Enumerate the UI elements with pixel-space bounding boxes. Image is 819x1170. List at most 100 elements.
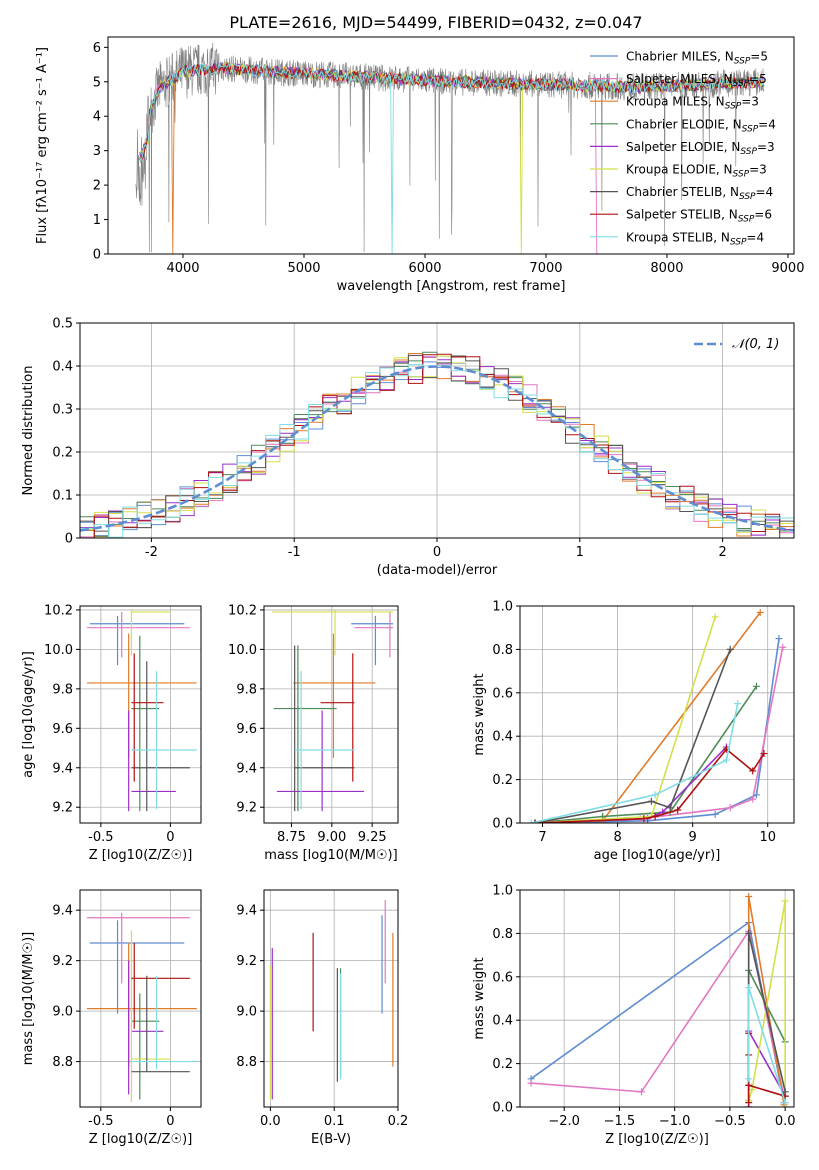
x-tick-label: 9.25 xyxy=(358,830,387,845)
legend-entry: Kroupa MILES, NSSP=3 xyxy=(626,95,759,112)
series-marker xyxy=(726,645,734,653)
series-marker xyxy=(745,1099,753,1107)
y-tick-label: 8.8 xyxy=(52,1055,73,1070)
y-tick-label: 2 xyxy=(93,179,101,194)
series-marker xyxy=(749,795,757,803)
errorbars xyxy=(86,609,197,812)
errorbars xyxy=(272,609,394,812)
y-tick-label: 0.2 xyxy=(52,446,73,461)
legend-entry: Chabrier STELIB, NSSP=4 xyxy=(626,185,773,202)
x-tick-label: 7000 xyxy=(529,261,562,276)
y-axis-label: mass weight xyxy=(472,673,487,755)
axes-frame xyxy=(519,605,795,824)
x-tick-label: 0.0 xyxy=(260,1114,281,1129)
series-marker xyxy=(745,984,753,992)
x-tick-label: 9.00 xyxy=(317,830,346,845)
x-tick-label: 0 xyxy=(166,1114,174,1129)
y-tick-label: 9.2 xyxy=(52,954,73,969)
y-tick-label: 1 xyxy=(93,213,101,228)
y-tick-label: 9.2 xyxy=(236,801,257,816)
series-line xyxy=(530,921,785,1103)
series-marker xyxy=(527,1079,535,1087)
x-tick-label: −0.5 xyxy=(714,1114,746,1129)
y-axis-label: age [log10(age/yr)] xyxy=(21,651,36,778)
series-line xyxy=(531,703,739,823)
x-tick-label: 0.1 xyxy=(324,1114,345,1129)
x-axis-label: (data-model)/error xyxy=(377,563,498,578)
axes-frame xyxy=(519,889,795,1108)
y-tick-label: 0 xyxy=(65,532,73,547)
y-tick-label: 0 xyxy=(93,248,101,263)
y-tick-label: 9.8 xyxy=(236,682,257,697)
x-axis-label: Z [log10(Z/Z☉)] xyxy=(89,848,193,863)
series-marker xyxy=(651,812,659,820)
x-tick-label: 0 xyxy=(166,830,174,845)
series-line xyxy=(534,612,761,823)
series-marker xyxy=(745,1075,753,1083)
x-axis-label: age [log10(age/yr)] xyxy=(594,848,721,863)
series-lines xyxy=(527,893,789,1107)
series-marker xyxy=(745,1081,753,1089)
axes-frame xyxy=(107,36,795,255)
legend-entry: Kroupa STELIB, NSSP=4 xyxy=(626,230,764,247)
legend-entry: Salpeter STELIB, NSSP=6 xyxy=(626,208,772,225)
y-axis-label: Flux [fλ10⁻¹⁷ erg cm⁻² s⁻¹ A⁻¹] xyxy=(35,47,50,244)
series-marker xyxy=(711,613,719,621)
y-tick-label: 5 xyxy=(93,75,101,90)
x-axis-label: wavelength [Angstrom, rest frame] xyxy=(337,279,566,294)
x-axis-label: mass [log10(M/M☉)] xyxy=(264,848,397,863)
x-tick-label: -0.5 xyxy=(88,830,113,845)
y-tick-label: 0.3 xyxy=(52,403,73,418)
y-tick-label: 9.0 xyxy=(236,1005,257,1020)
y-tick-label: 1.0 xyxy=(492,600,513,615)
y-tick-label: 9.4 xyxy=(236,761,257,776)
y-tick-label: 0.6 xyxy=(492,970,513,985)
y-tick-label: 0.0 xyxy=(492,1101,513,1116)
series-marker xyxy=(745,893,753,901)
series-lines xyxy=(527,609,787,823)
series-marker xyxy=(756,609,764,617)
series-marker xyxy=(711,810,719,818)
x-tick-label: 0 xyxy=(433,545,441,560)
plot-layer: 4000 5000 6000 7000 8000 90000123456wavelengt… xyxy=(21,36,804,1147)
x-tick-label: -1 xyxy=(288,545,301,560)
series-marker xyxy=(752,682,760,690)
axes-frame xyxy=(79,889,202,1108)
errorbars xyxy=(86,912,197,1102)
y-tick-label: 9.6 xyxy=(236,722,257,737)
y-tick-label: 9.8 xyxy=(52,682,73,697)
x-axis-label: E(B-V) xyxy=(311,1132,351,1147)
series-marker xyxy=(527,819,535,823)
series-line xyxy=(747,933,786,1092)
series-marker xyxy=(722,756,730,764)
x-tick-label: 0.0 xyxy=(775,1114,796,1129)
model-spectrum-line xyxy=(139,61,765,254)
y-tick-label: 9.0 xyxy=(52,1005,73,1020)
spectrum-title: PLATE=2616, MJD=54499, FIBERID=0432, z=0… xyxy=(229,13,642,32)
x-tick-label: 1 xyxy=(576,545,584,560)
errorbars xyxy=(269,900,394,1100)
y-tick-label: 0.4 xyxy=(52,360,73,375)
observed-spectrum-line xyxy=(135,42,765,253)
y-tick-label: 3 xyxy=(93,144,101,159)
x-tick-label: 8000 xyxy=(650,261,683,276)
y-tick-label: 1.0 xyxy=(492,884,513,899)
y-tick-label: 9.6 xyxy=(52,722,73,737)
x-tick-label: -0.5 xyxy=(88,1114,113,1129)
y-tick-label: 0.4 xyxy=(492,730,513,745)
y-tick-label: 10.2 xyxy=(44,603,73,618)
y-tick-label: 9.4 xyxy=(52,761,73,776)
x-tick-label: 4000 xyxy=(166,261,199,276)
x-tick-label: 6000 xyxy=(408,261,441,276)
y-tick-label: 6 xyxy=(93,41,101,56)
series-marker xyxy=(748,1086,756,1094)
legend-entry: Chabrier ELODIE, NSSP=4 xyxy=(626,117,776,134)
series-marker xyxy=(674,806,682,814)
y-tick-label: 8.8 xyxy=(236,1055,257,1070)
histogram-step xyxy=(80,353,794,538)
axes-frame xyxy=(263,605,399,824)
series-line xyxy=(530,929,786,1103)
x-tick-label: 8 xyxy=(613,830,621,845)
x-tick-label: 10 xyxy=(759,830,776,845)
